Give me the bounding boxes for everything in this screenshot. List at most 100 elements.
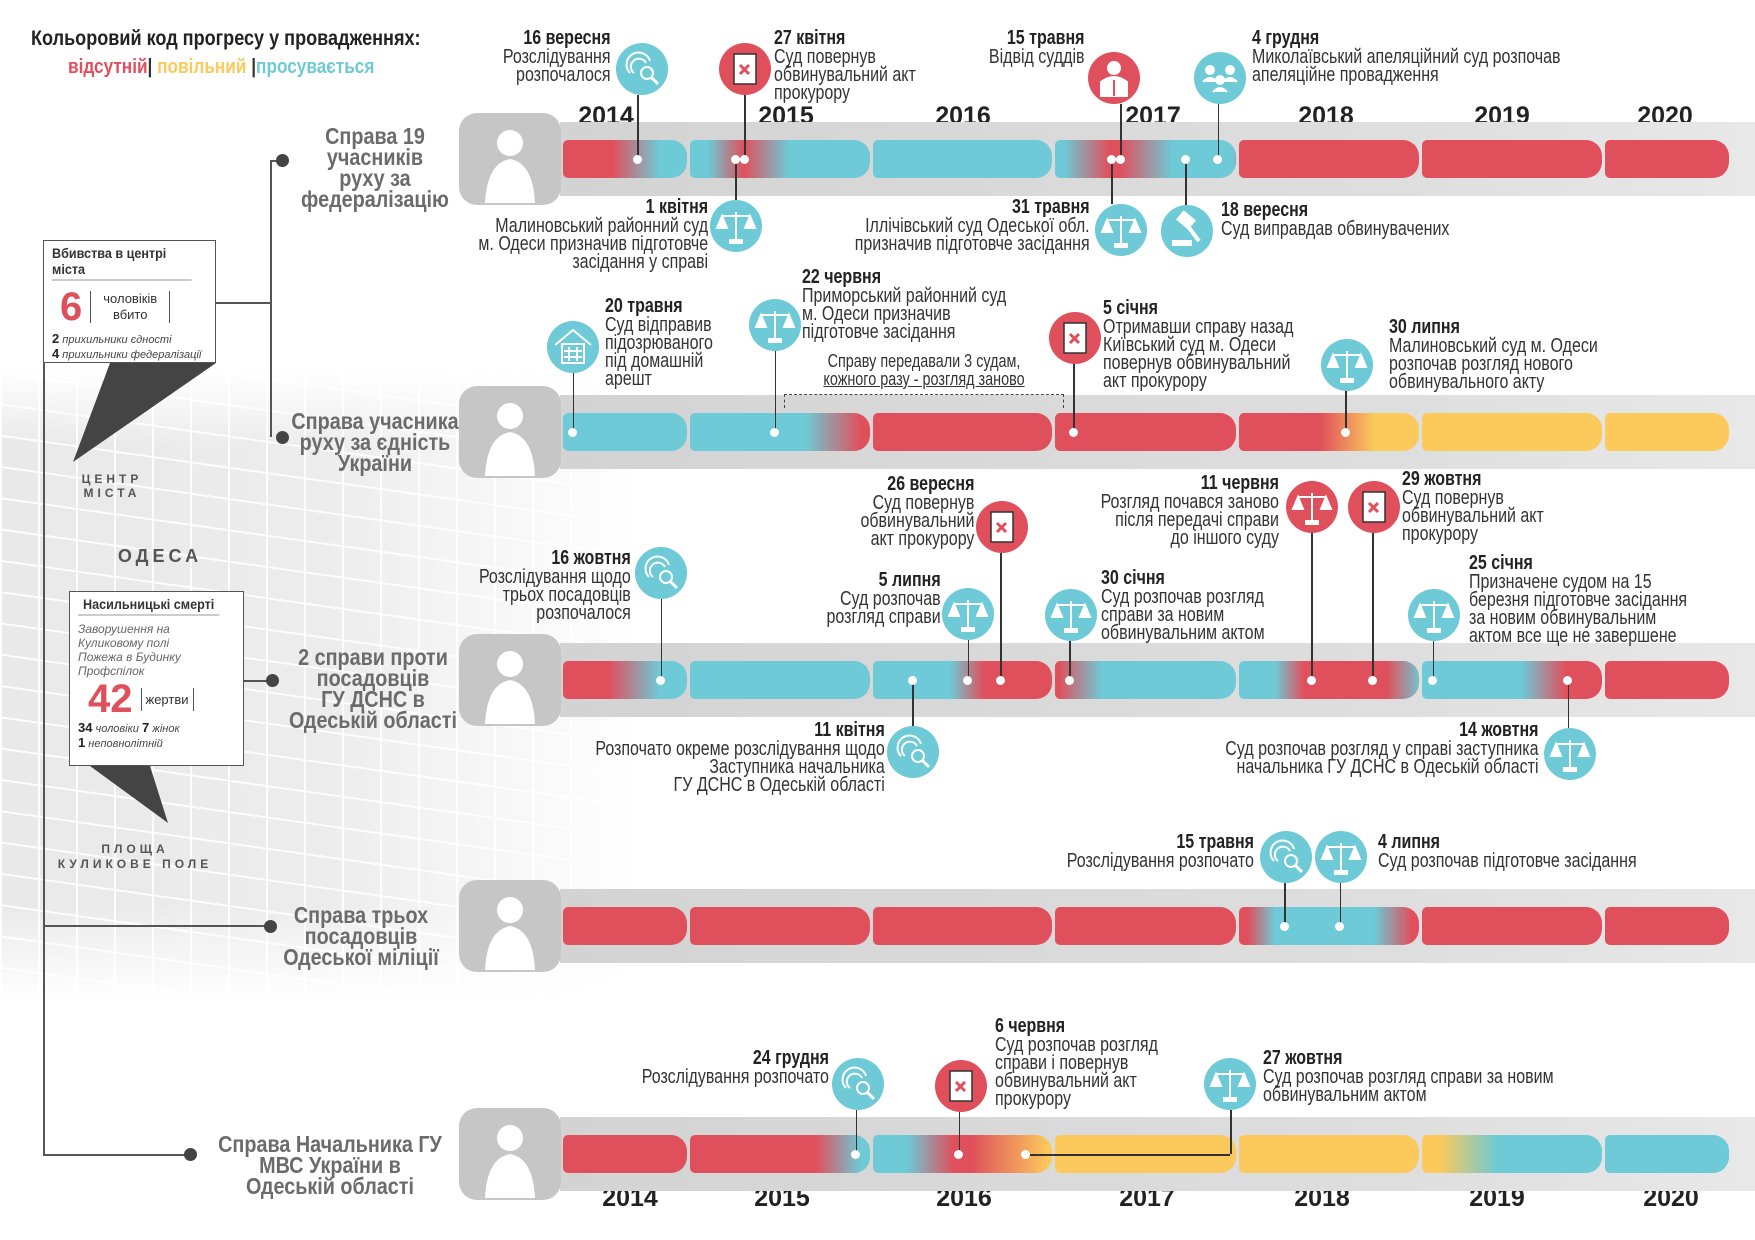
scales-icon[interactable]	[1321, 339, 1373, 391]
event-marker[interactable]	[1563, 675, 1573, 685]
scales-icon[interactable]	[1286, 481, 1338, 533]
returned-indictment-icon[interactable]	[935, 1060, 987, 1112]
event-marker[interactable]	[1335, 921, 1345, 931]
event-description: засідання у справі	[572, 251, 708, 273]
event-marker[interactable]	[1020, 1149, 1030, 1159]
scales-icon[interactable]	[1315, 831, 1367, 883]
event-marker[interactable]	[1064, 675, 1074, 685]
event-marker[interactable]	[1180, 154, 1190, 164]
victims-count: 42	[88, 677, 133, 721]
case-title-line: Одеській області	[289, 707, 457, 733]
investigation-icon[interactable]	[1260, 831, 1312, 883]
investigation-icon[interactable]	[635, 547, 687, 599]
event-description: Суд виправдав обвинувачених	[1221, 218, 1450, 240]
event-marker[interactable]	[632, 154, 642, 164]
scales-icon[interactable]	[1095, 204, 1147, 256]
case-title: 2 справи проти посадовців ГУ ДСНС в Одеські…	[289, 646, 457, 733]
event-label: 20 травня Суд відправив підозрюваного під д…	[605, 296, 713, 389]
event-description: м. Одеси призначив	[802, 303, 951, 325]
event-description: Іллічівський суд Одеської обл.	[865, 215, 1090, 237]
event-label: 27 квітня Суд повернув обвинувальний акт пр…	[774, 28, 916, 103]
event-marker[interactable]	[1367, 675, 1377, 685]
scales-icon[interactable]	[710, 200, 762, 252]
house-arrest-icon[interactable]	[547, 321, 599, 373]
event-marker[interactable]	[730, 154, 740, 164]
event-connector	[855, 1110, 858, 1154]
label-city-center: ЦЕНТР МІСТА	[81, 472, 143, 500]
returned-indictment-icon[interactable]	[1049, 312, 1101, 364]
event-marker[interactable]	[851, 1149, 861, 1159]
event-date: 31 травня	[1012, 196, 1090, 218]
event-marker[interactable]	[568, 427, 578, 437]
shooter-icon	[459, 386, 561, 478]
event-marker[interactable]	[1213, 154, 1223, 164]
event-connector	[1284, 883, 1286, 926]
scales-icon[interactable]	[942, 588, 994, 640]
event-connector	[1111, 159, 1113, 204]
event-description: Суд розпочав підготовче засідання	[1378, 850, 1637, 872]
investigation-icon[interactable]	[616, 43, 668, 95]
event-connector	[1069, 641, 1071, 680]
scales-icon[interactable]	[749, 299, 801, 351]
case-title: Справа 19 учасників руху за федералізацію	[301, 125, 449, 211]
event-marker[interactable]	[954, 1149, 964, 1159]
scales-icon[interactable]	[1544, 728, 1596, 780]
event-connector	[912, 680, 914, 726]
event-description: обвинувального акту	[1389, 371, 1545, 393]
progress-segment-2017	[1055, 413, 1236, 451]
police-chief-icon	[459, 1108, 561, 1200]
legend-absent: відсутній	[68, 56, 148, 78]
scales-icon[interactable]	[1204, 1058, 1256, 1110]
event-marker[interactable]	[995, 675, 1005, 685]
label-kulykove-square: ПЛОЩА КУЛИКОВЕ ПОЛЕ	[57, 842, 213, 871]
connector-line	[216, 302, 271, 304]
progress-segment-2020	[1605, 661, 1729, 699]
event-description: до іншого суду	[1170, 527, 1279, 549]
scales-icon[interactable]	[1045, 589, 1097, 641]
event-marker[interactable]	[1306, 675, 1316, 685]
event-fire: Пожежа в Будинку Профспілок	[78, 650, 181, 678]
event-description: справи і повернув	[995, 1052, 1129, 1074]
judge-icon[interactable]	[1088, 52, 1140, 104]
event-marker[interactable]	[963, 675, 973, 685]
event-marker[interactable]	[656, 675, 666, 685]
returned-indictment-icon[interactable]	[719, 43, 771, 95]
returned-indictment-icon[interactable]	[976, 501, 1028, 553]
event-marker[interactable]	[1428, 675, 1438, 685]
connector-dot	[183, 1147, 197, 1161]
event-marker[interactable]	[739, 154, 749, 164]
event-marker[interactable]	[907, 675, 917, 685]
event-description: апеляційне провадження	[1252, 64, 1439, 86]
investigation-icon[interactable]	[832, 1058, 884, 1110]
event-date: 6 червня	[995, 1015, 1066, 1037]
event-label: 16 вересня Розслідування розпочалося	[503, 28, 611, 85]
event-description: за новим обвинувальним	[1469, 607, 1657, 629]
returned-indictment-icon[interactable]	[1348, 481, 1400, 533]
event-marker[interactable]	[1115, 154, 1125, 164]
event-date: 27 жовтня	[1263, 1047, 1343, 1069]
progress-segment-2015	[690, 413, 870, 451]
event-description: розгляд справи	[826, 606, 941, 628]
event-marker[interactable]	[770, 427, 780, 437]
event-description: Малиновський суд м. Одеси	[1389, 335, 1598, 357]
progress-segment-2018	[1239, 907, 1419, 945]
gavel-icon[interactable]	[1161, 205, 1213, 257]
label-odesa: ОДЕСА	[117, 546, 203, 566]
investigation-icon[interactable]	[887, 726, 939, 778]
event-date: 14 жовтня	[1459, 719, 1539, 741]
event-description: Малиновський районний суд	[495, 215, 708, 237]
connector-line	[244, 680, 272, 682]
people-icon[interactable]	[1194, 52, 1246, 104]
event-marker[interactable]	[1279, 921, 1289, 931]
event-connector	[1025, 1154, 1230, 1156]
legend-keys: відсутній| повільний |просувається	[68, 56, 374, 79]
note-retrial: Справу передавали 3 судам, кожного разу -…	[823, 352, 1024, 388]
event-date: 11 червня	[1200, 472, 1279, 494]
event-marker[interactable]	[1106, 154, 1116, 164]
event-description: Миколаївський апеляційний суд розпочав	[1252, 46, 1561, 68]
event-marker[interactable]	[1068, 427, 1078, 437]
event-description: Заступника начальника	[709, 756, 885, 778]
scales-icon[interactable]	[1408, 589, 1460, 641]
event-marker[interactable]	[1340, 427, 1350, 437]
event-description: Суд відправив	[605, 314, 712, 336]
